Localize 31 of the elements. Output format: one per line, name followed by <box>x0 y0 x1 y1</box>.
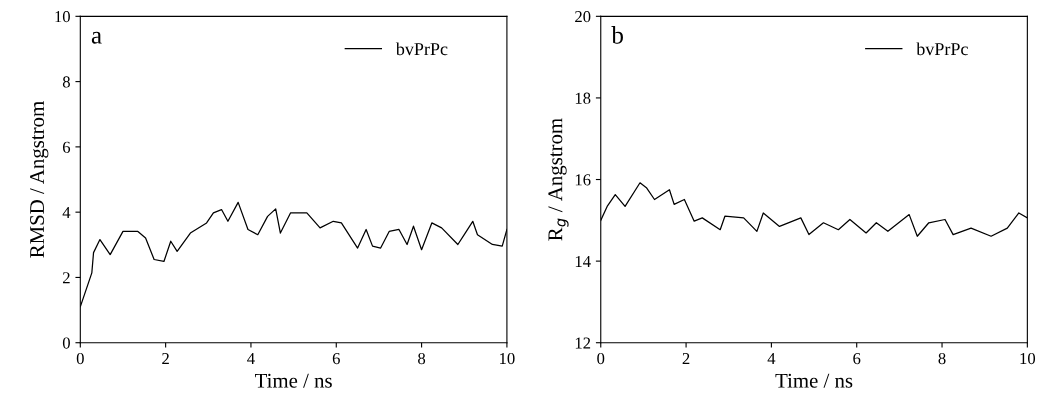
x-tick-label: 8 <box>418 352 426 365</box>
annotation: b <box>611 26 623 44</box>
y-axis-title: RMSD / Angstrom <box>30 101 49 258</box>
y-tick-label: 14 <box>575 255 591 267</box>
y-tick-label: 0 <box>62 337 70 349</box>
x-tick-label: 8 <box>938 352 946 365</box>
x-tick-label: 4 <box>767 353 776 365</box>
x-tick-label: 0 <box>597 352 605 365</box>
y-tick-label: 6 <box>62 141 71 153</box>
x-tick-label: 6 <box>853 352 861 365</box>
annotation: a <box>91 31 102 44</box>
legend-label: bvPrPc <box>916 42 968 56</box>
y-tick-label: 12 <box>575 337 591 349</box>
x-axis-title: Time / ns <box>775 373 853 388</box>
x-tick-label: 6 <box>332 352 340 365</box>
y-tick-label: 18 <box>575 92 591 104</box>
legend-label: bvPrPc <box>395 42 448 56</box>
x-axis-title: Time / ns <box>255 373 332 388</box>
y-tick-label: 4 <box>62 206 71 218</box>
x-tick-label: 2 <box>162 352 169 365</box>
x-tick-label: 10 <box>1020 352 1036 365</box>
x-tick-label: 0 <box>76 352 84 365</box>
y-tick-label: 20 <box>575 11 591 23</box>
x-tick-label: 10 <box>500 352 515 365</box>
y-axis-title: R$_{g}$ / Angstrom <box>548 118 569 241</box>
x-tick-label: 2 <box>682 352 690 365</box>
y-tick-label: 8 <box>62 76 70 88</box>
y-tick-label: 2 <box>62 272 70 284</box>
y-tick-label: 10 <box>55 11 70 23</box>
x-tick-label: 4 <box>247 353 255 365</box>
y-tick-label: 16 <box>575 174 591 186</box>
